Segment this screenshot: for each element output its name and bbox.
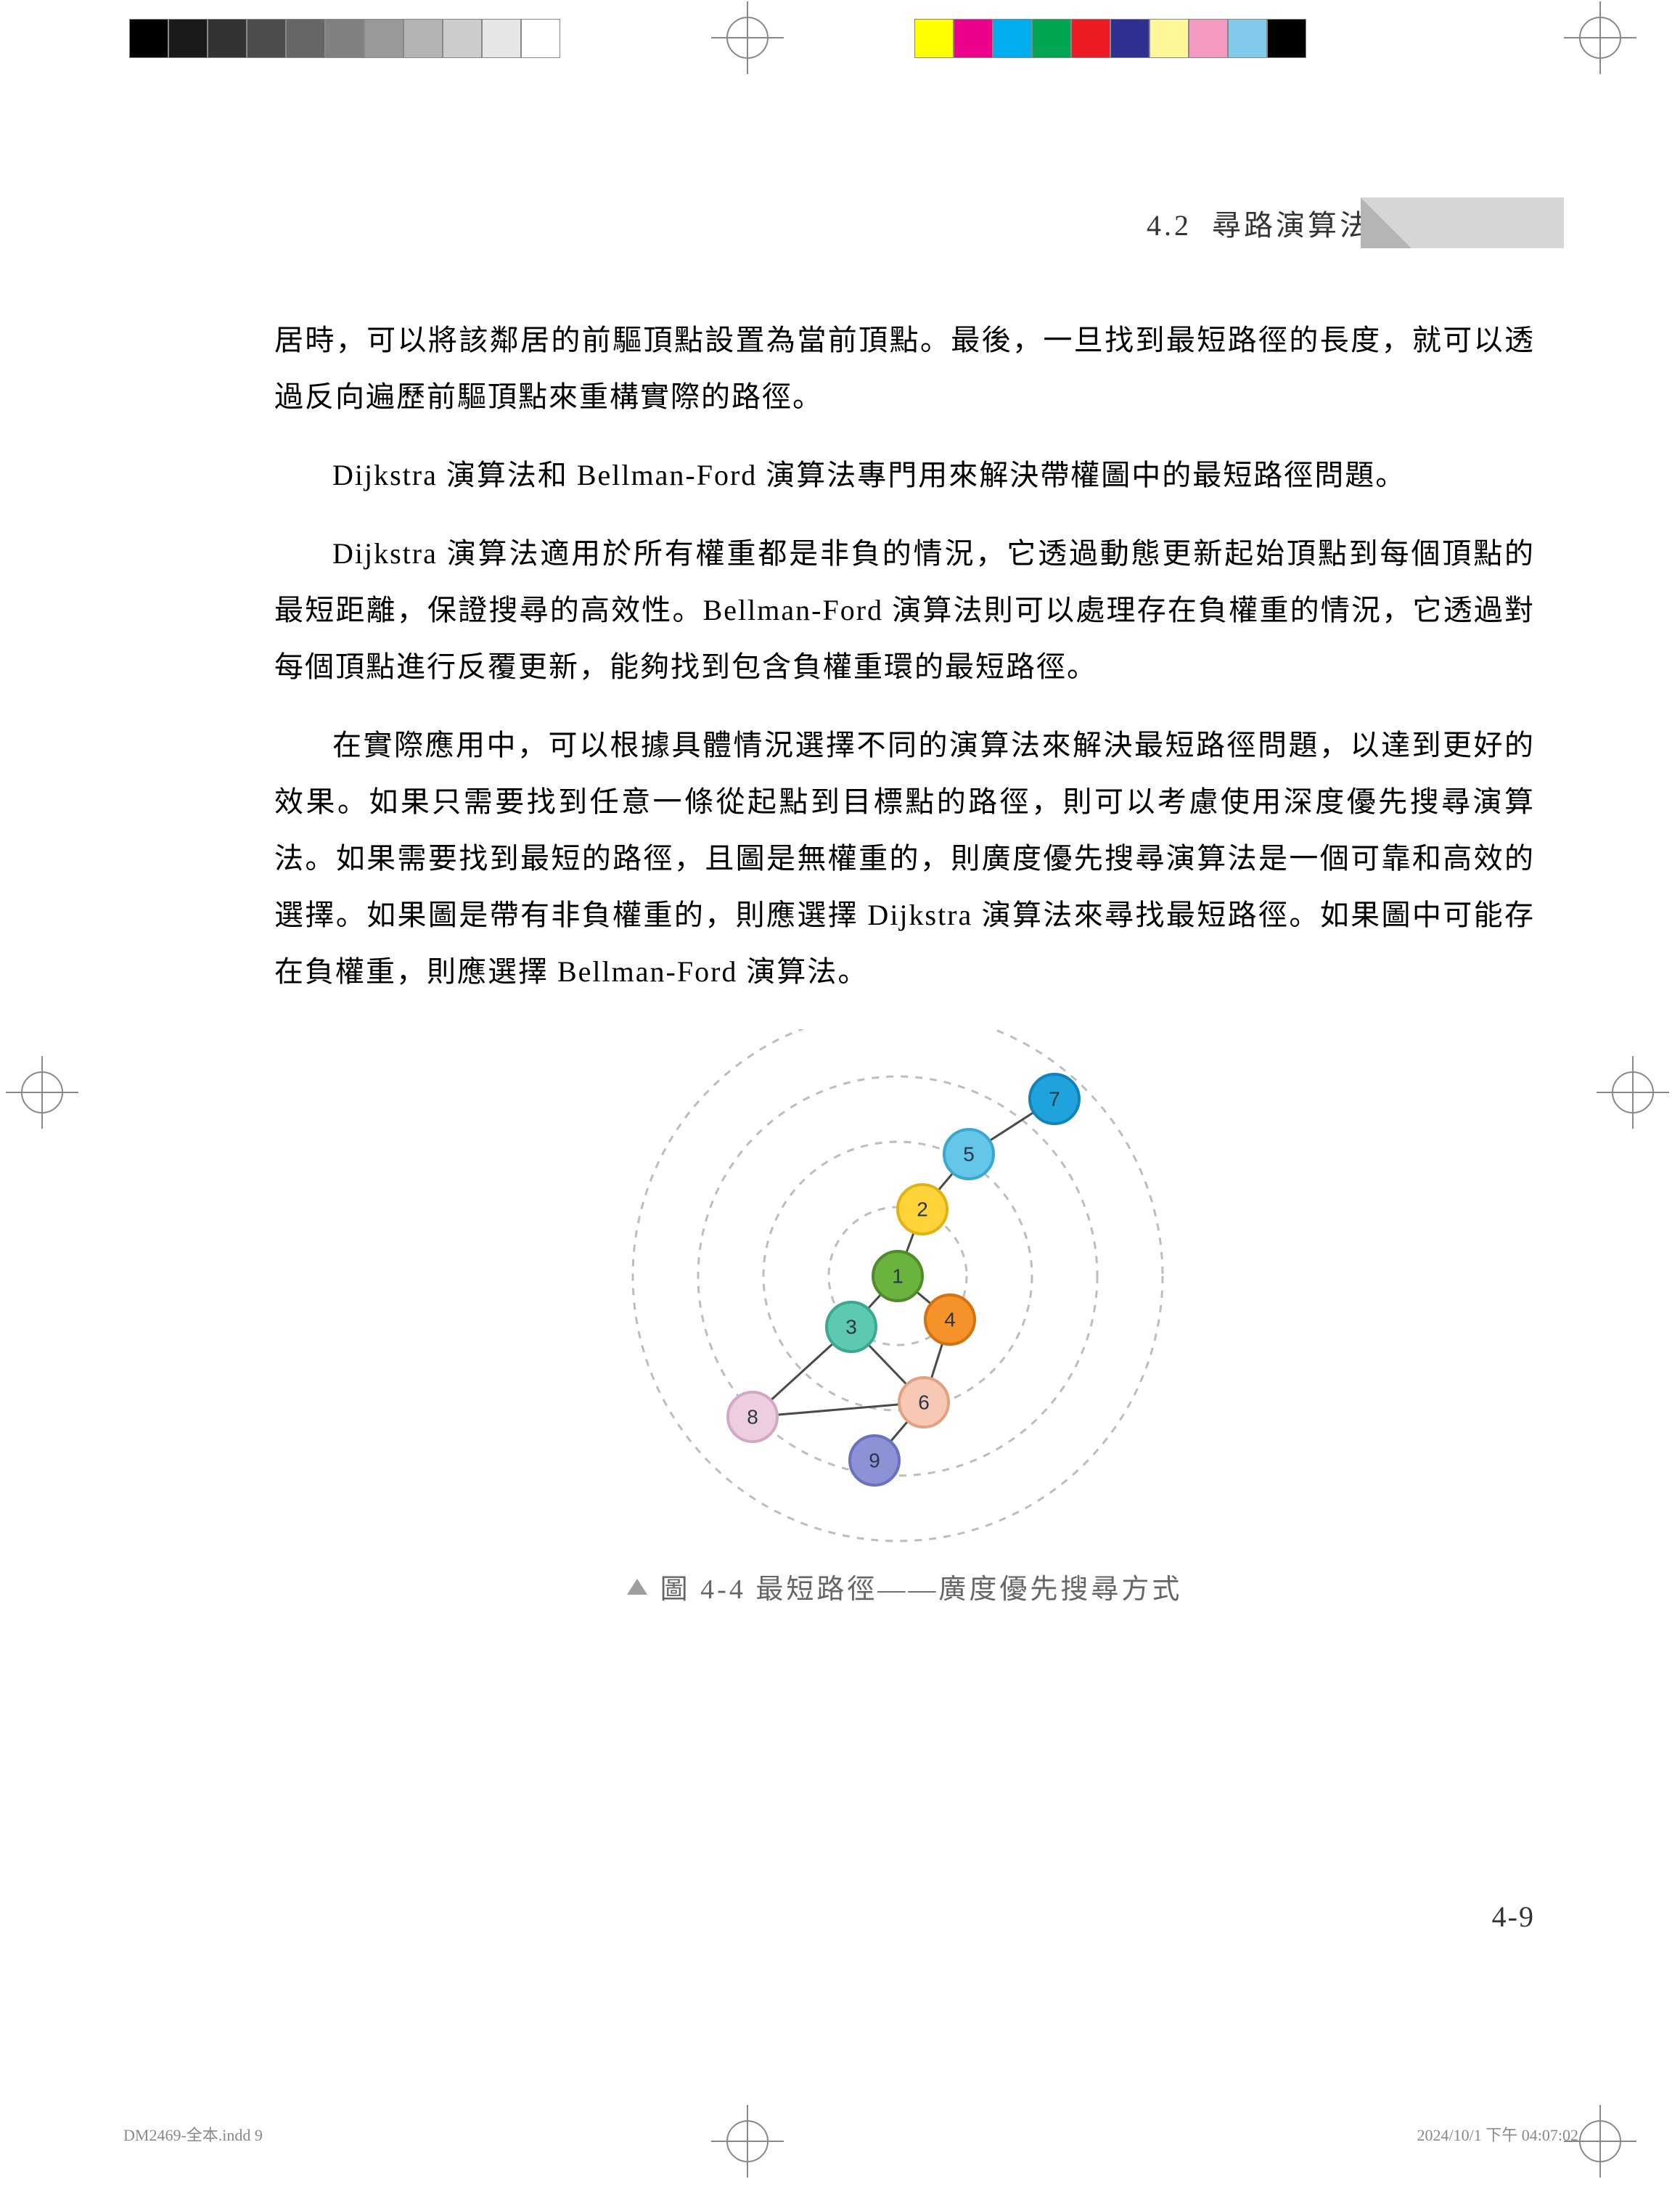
graph-node-label: 7 <box>1049 1088 1060 1111</box>
color-swatch <box>1228 19 1267 58</box>
color-swatch <box>1110 19 1150 58</box>
graph-node: 3 <box>827 1302 876 1352</box>
body-paragraph: Dijkstra 演算法適用於所有權重都是非負的情況，它透過動態更新起始頂點到每… <box>274 526 1535 695</box>
color-swatch <box>993 19 1032 58</box>
body-paragraph: Dijkstra 演算法和 Bellman-Ford 演算法專門用來解決帶權圖中… <box>274 447 1535 504</box>
page-content: 居時，可以將該鄰居的前驅頂點設置為當前頂點。最後，一旦找到最短路徑的長度，就可以… <box>274 312 1535 1606</box>
registration-mark-icon <box>6 1056 78 1129</box>
color-bar-color <box>914 19 1306 58</box>
color-swatch <box>129 19 168 58</box>
graph-node-label: 8 <box>747 1406 758 1428</box>
graph-node-label: 1 <box>892 1265 903 1288</box>
graph-node-label: 4 <box>944 1309 956 1331</box>
caption-triangle-icon <box>627 1579 647 1595</box>
footer-timestamp: 2024/10/1 下午 04:07:02 <box>1417 2122 1578 2146</box>
registration-mark-icon <box>1597 1056 1669 1129</box>
graph-node: 6 <box>899 1378 948 1427</box>
graph-node-label: 5 <box>963 1143 975 1166</box>
color-swatch <box>286 19 325 58</box>
registration-mark-icon <box>1564 1 1636 74</box>
graph-node: 4 <box>925 1295 975 1344</box>
graph-node: 7 <box>1030 1074 1079 1124</box>
color-swatch <box>1071 19 1110 58</box>
color-swatch <box>364 19 403 58</box>
color-swatch <box>325 19 364 58</box>
footer-filename: DM2469-全本.indd 9 <box>123 2122 263 2146</box>
color-swatch <box>208 19 247 58</box>
color-swatch <box>247 19 286 58</box>
graph-node-label: 2 <box>917 1198 928 1221</box>
color-swatch <box>914 19 954 58</box>
graph-node: 2 <box>898 1185 947 1234</box>
bfs-graph-diagram: 1 2 3 4 5 6 7 8 9 <box>622 1029 1188 1552</box>
color-swatch <box>1267 19 1306 58</box>
graph-node-label: 3 <box>845 1316 857 1338</box>
color-swatch <box>1189 19 1228 58</box>
page-number: 4-9 <box>1492 1900 1535 1934</box>
caption-text: 圖 4-4 最短路徑——廣度優先搜尋方式 <box>660 1566 1183 1606</box>
color-swatch <box>482 19 521 58</box>
body-paragraph: 居時，可以將該鄰居的前驅頂點設置為當前頂點。最後，一旦找到最短路徑的長度，就可以… <box>274 312 1535 425</box>
graph-node: 9 <box>850 1436 899 1485</box>
color-swatch <box>403 19 443 58</box>
color-swatch <box>1150 19 1189 58</box>
section-title: 4.2 尋路演算法 <box>1147 202 1372 244</box>
color-swatch <box>443 19 482 58</box>
graph-node: 5 <box>944 1129 993 1179</box>
color-swatch <box>954 19 993 58</box>
page-header: 4.2 尋路演算法 <box>1147 197 1564 248</box>
graph-node: 8 <box>728 1392 777 1442</box>
graph-node-label: 6 <box>918 1391 930 1414</box>
color-swatch <box>521 19 560 58</box>
graph-node: 1 <box>873 1251 922 1301</box>
color-bar-grayscale <box>129 19 560 58</box>
graph-node-label: 9 <box>869 1450 880 1472</box>
figure-caption: 圖 4-4 最短路徑——廣度優先搜尋方式 <box>274 1566 1535 1606</box>
body-paragraph: 在實際應用中，可以根據具體情況選擇不同的演算法來解決最短路徑問題，以達到更好的效… <box>274 717 1535 1000</box>
color-swatch <box>168 19 208 58</box>
color-swatch <box>1032 19 1071 58</box>
header-triangle-icon <box>1361 197 1564 248</box>
registration-mark-icon <box>711 1 784 74</box>
registration-mark-icon <box>711 2105 784 2178</box>
